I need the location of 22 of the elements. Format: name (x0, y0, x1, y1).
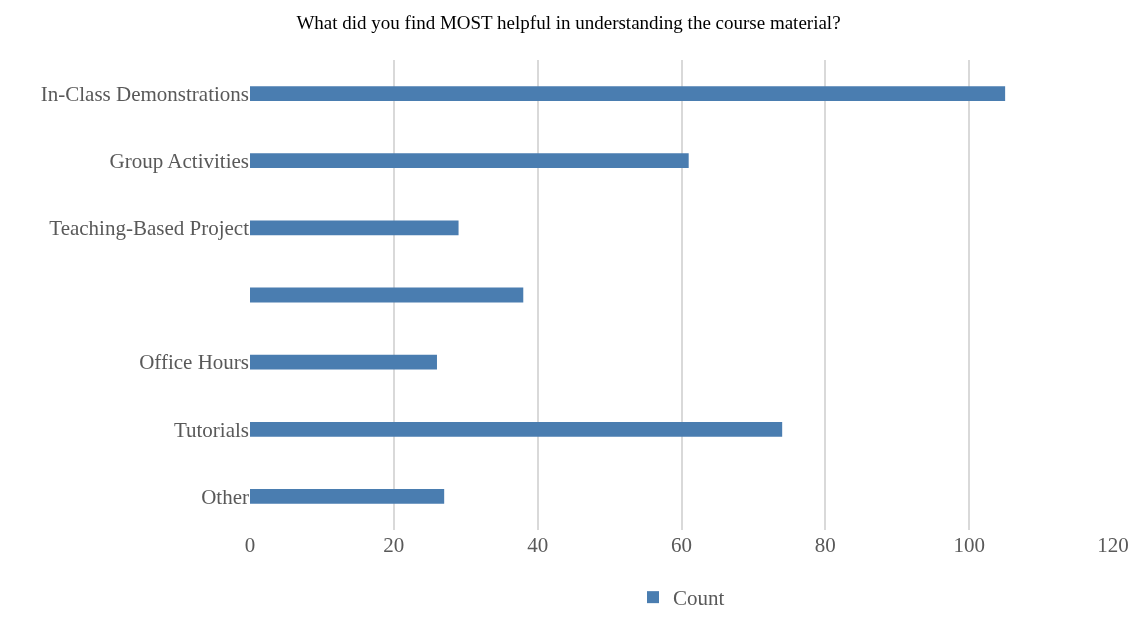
y-tick-label: Teaching-Based Project (49, 216, 250, 241)
x-tick-label: 60 (671, 533, 692, 557)
bar (250, 220, 459, 236)
bar (250, 354, 437, 370)
y-tick-label: Tutorials (173, 417, 249, 442)
bar (250, 287, 524, 303)
bar (250, 421, 783, 437)
bar (250, 153, 689, 169)
x-tick-label: 0 (244, 533, 256, 557)
chart-title: What did you find MOST helpful in understanding the course material? (296, 12, 841, 34)
x-tick-label: 120 (1097, 533, 1129, 557)
legend-label: Count (673, 586, 725, 611)
x-tick-label: 20 (383, 533, 405, 557)
y-tick-label: Other (201, 484, 249, 509)
bar (250, 489, 445, 504)
x-tick-label: 100 (953, 533, 985, 557)
y-tick-label: Office Hours (139, 350, 249, 375)
x-tick-label: 40 (527, 533, 549, 557)
y-tick-label: Group Activities (109, 149, 249, 174)
x-tick-label: 80 (814, 533, 836, 557)
y-tick-label: In-Class Demonstrations (40, 81, 249, 106)
bar (250, 86, 1006, 101)
